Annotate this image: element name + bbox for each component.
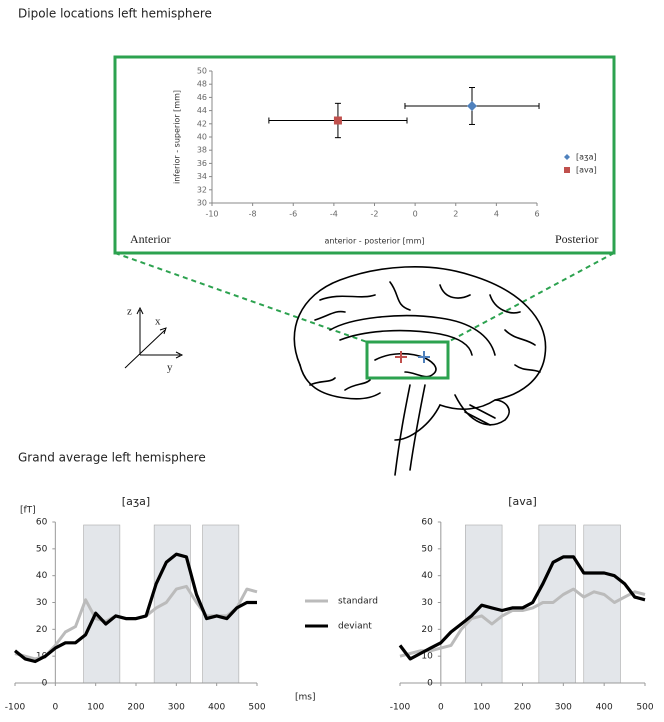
dipole-marker xyxy=(395,351,407,363)
y-axis-label: [fT] xyxy=(20,506,36,516)
y-tick-label: 60 xyxy=(36,518,48,528)
y-tick-label: 44 xyxy=(197,106,207,115)
y-tick-label: 42 xyxy=(197,119,207,128)
x-tick-label: 200 xyxy=(514,703,531,713)
x-tick-label: 2 xyxy=(453,210,458,219)
y-tick-label: 60 xyxy=(421,518,433,528)
y-tick-label: 34 xyxy=(197,172,207,181)
x-tick-label: 4 xyxy=(494,210,499,219)
y-tick-label: 30 xyxy=(197,199,207,208)
axis-letter: x xyxy=(155,316,161,328)
dipole-marker xyxy=(418,351,430,363)
y-tick-label: 40 xyxy=(197,133,207,142)
x-tick-label: 500 xyxy=(248,703,265,713)
x-axis-label: [ms] xyxy=(295,693,315,703)
annotation: Anterior xyxy=(130,232,171,246)
x-tick-label: 0 xyxy=(413,210,418,219)
y-axis-label: inferior - superior [mm] xyxy=(173,90,182,184)
orientation-axes xyxy=(124,306,184,369)
x-tick-label: -10 xyxy=(205,210,218,219)
x-tick-label: 300 xyxy=(168,703,185,713)
axis-letter: y xyxy=(167,362,173,374)
highlight-range xyxy=(83,524,121,684)
x-tick-label: 400 xyxy=(596,703,613,713)
point xyxy=(333,116,342,125)
x-tick-label: -100 xyxy=(5,703,26,713)
data-line xyxy=(399,587,646,658)
x-tick-label: 0 xyxy=(438,703,444,713)
y-tick-label: 0 xyxy=(427,679,433,689)
y-tick-label: 36 xyxy=(197,159,207,168)
chart-title: [ava] xyxy=(508,495,537,508)
annotation: Posterior xyxy=(555,232,598,246)
section-title: Grand average left hemisphere xyxy=(18,451,206,465)
zoom-frame xyxy=(113,55,616,255)
x-tick-label: -6 xyxy=(289,210,297,219)
y-tick-label: 40 xyxy=(36,571,48,581)
legend-swatch xyxy=(564,167,570,173)
x-tick-label: 200 xyxy=(127,703,144,713)
zoom-line xyxy=(447,252,615,343)
y-tick-label: 38 xyxy=(197,146,207,155)
y-tick-label: 40 xyxy=(421,571,433,581)
x-tick-label: 400 xyxy=(208,703,225,713)
y-tick-label: 10 xyxy=(421,652,433,662)
x-tick-label: 300 xyxy=(555,703,572,713)
x-axis-label: anterior - posterior [mm] xyxy=(325,237,425,246)
point xyxy=(467,100,477,111)
y-tick-label: 48 xyxy=(197,80,207,89)
zoom-box xyxy=(365,340,450,380)
y-tick-label: 32 xyxy=(197,185,207,194)
axis-letter: z xyxy=(127,306,132,318)
y-tick-label: 50 xyxy=(421,544,433,554)
x-tick-label: 6 xyxy=(534,210,539,219)
highlight-range xyxy=(153,524,191,684)
brain-sketch xyxy=(293,265,547,476)
y-tick-label: 20 xyxy=(36,625,48,635)
x-tick-label: -8 xyxy=(249,210,257,219)
x-tick-label: 100 xyxy=(87,703,104,713)
y-tick-label: 50 xyxy=(197,67,207,76)
y-tick-label: 50 xyxy=(36,544,48,554)
legend-label: standard xyxy=(338,597,378,607)
y-tick-label: 20 xyxy=(421,625,433,635)
x-tick-label: -2 xyxy=(371,210,379,219)
x-tick-label: 100 xyxy=(473,703,490,713)
legend-swatch xyxy=(564,154,570,160)
x-tick-label: -100 xyxy=(390,703,411,713)
legend-label: [ava] xyxy=(576,166,597,175)
x-tick-label: 0 xyxy=(52,703,58,713)
highlight-range xyxy=(465,524,503,684)
section-title: Dipole locations left hemisphere xyxy=(18,7,212,21)
y-tick-label: 30 xyxy=(421,598,433,608)
highlight-range xyxy=(583,524,621,684)
y-tick-label: 30 xyxy=(36,598,48,608)
y-tick-label: 0 xyxy=(42,679,48,689)
legend-label: [aʒa] xyxy=(576,153,597,162)
legend-label: deviant xyxy=(338,622,372,632)
chart-title: [aʒa] xyxy=(122,495,150,508)
x-tick-label: -4 xyxy=(330,210,338,219)
y-tick-label: 46 xyxy=(197,93,207,102)
x-tick-label: 500 xyxy=(636,703,653,713)
highlight-range xyxy=(202,524,240,684)
data-line xyxy=(13,552,257,664)
data-line xyxy=(398,555,646,661)
